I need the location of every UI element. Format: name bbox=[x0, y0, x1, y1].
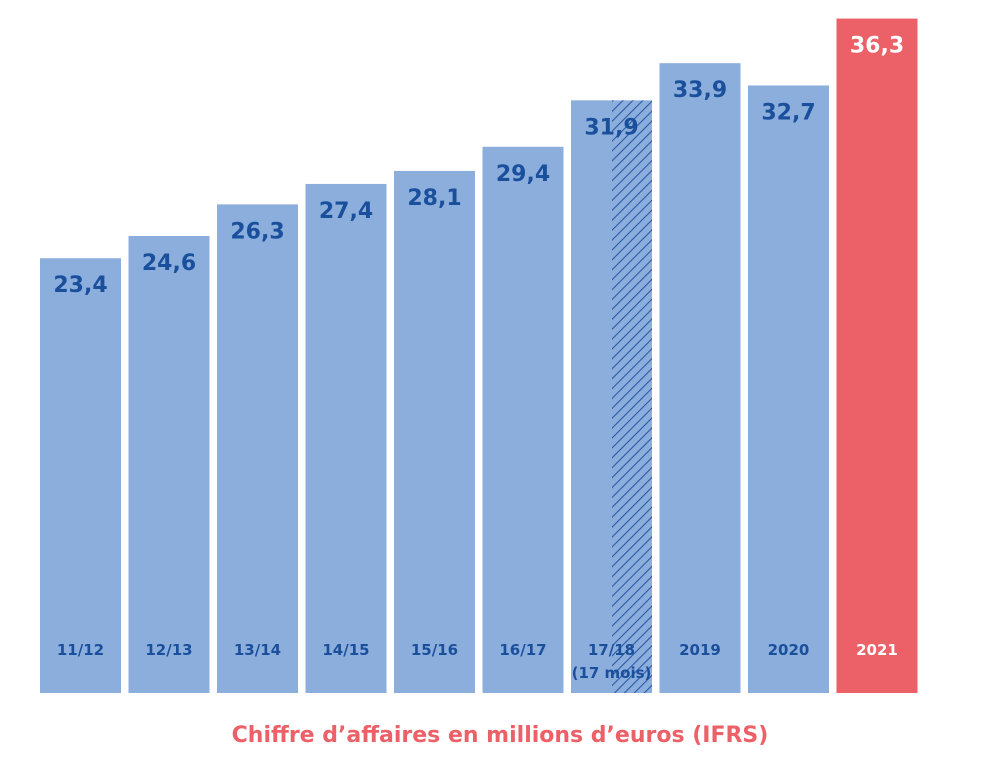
bar-15-16 bbox=[394, 170, 475, 693]
bar-14-15 bbox=[305, 183, 387, 693]
value-label: 32,7 bbox=[761, 100, 815, 125]
bar-13-14 bbox=[217, 204, 298, 693]
value-label: 27,4 bbox=[319, 199, 373, 224]
bar-2020 bbox=[748, 85, 829, 693]
value-label: 28,1 bbox=[407, 186, 461, 211]
category-label: 2021 bbox=[856, 641, 898, 659]
category-sublabel: (17 mois) bbox=[572, 664, 652, 682]
category-label: 13/14 bbox=[234, 641, 281, 659]
bar-2021 bbox=[836, 18, 918, 693]
bar-hatch-overlay bbox=[612, 100, 652, 693]
chart-title: Chiffre d’affaires en millions d’euros (… bbox=[232, 723, 769, 748]
bars-group: 23,4 11/12 24,6 12/13 26,3 13/14 27,4 14/15 28,1… bbox=[40, 18, 918, 694]
bar-16-17 bbox=[482, 146, 564, 694]
category-label: 11/12 bbox=[57, 641, 104, 659]
bar-11-12 bbox=[40, 258, 121, 693]
bar-2019 bbox=[659, 63, 741, 694]
value-label: 24,6 bbox=[142, 251, 196, 276]
value-label: 26,3 bbox=[230, 219, 284, 244]
value-label: 23,4 bbox=[53, 273, 107, 298]
value-label: 36,3 bbox=[850, 34, 904, 59]
category-label: 15/16 bbox=[411, 641, 458, 659]
bar-12-13 bbox=[128, 235, 210, 694]
value-label: 31,9 bbox=[584, 115, 638, 140]
category-label: 12/13 bbox=[145, 641, 192, 659]
category-label: 17/18 bbox=[588, 641, 635, 659]
value-label: 33,9 bbox=[673, 78, 727, 103]
category-label: 2019 bbox=[679, 641, 721, 659]
category-label: 14/15 bbox=[322, 641, 369, 659]
category-label: 2020 bbox=[768, 641, 810, 659]
category-label: 16/17 bbox=[499, 641, 546, 659]
value-label: 29,4 bbox=[496, 162, 550, 187]
